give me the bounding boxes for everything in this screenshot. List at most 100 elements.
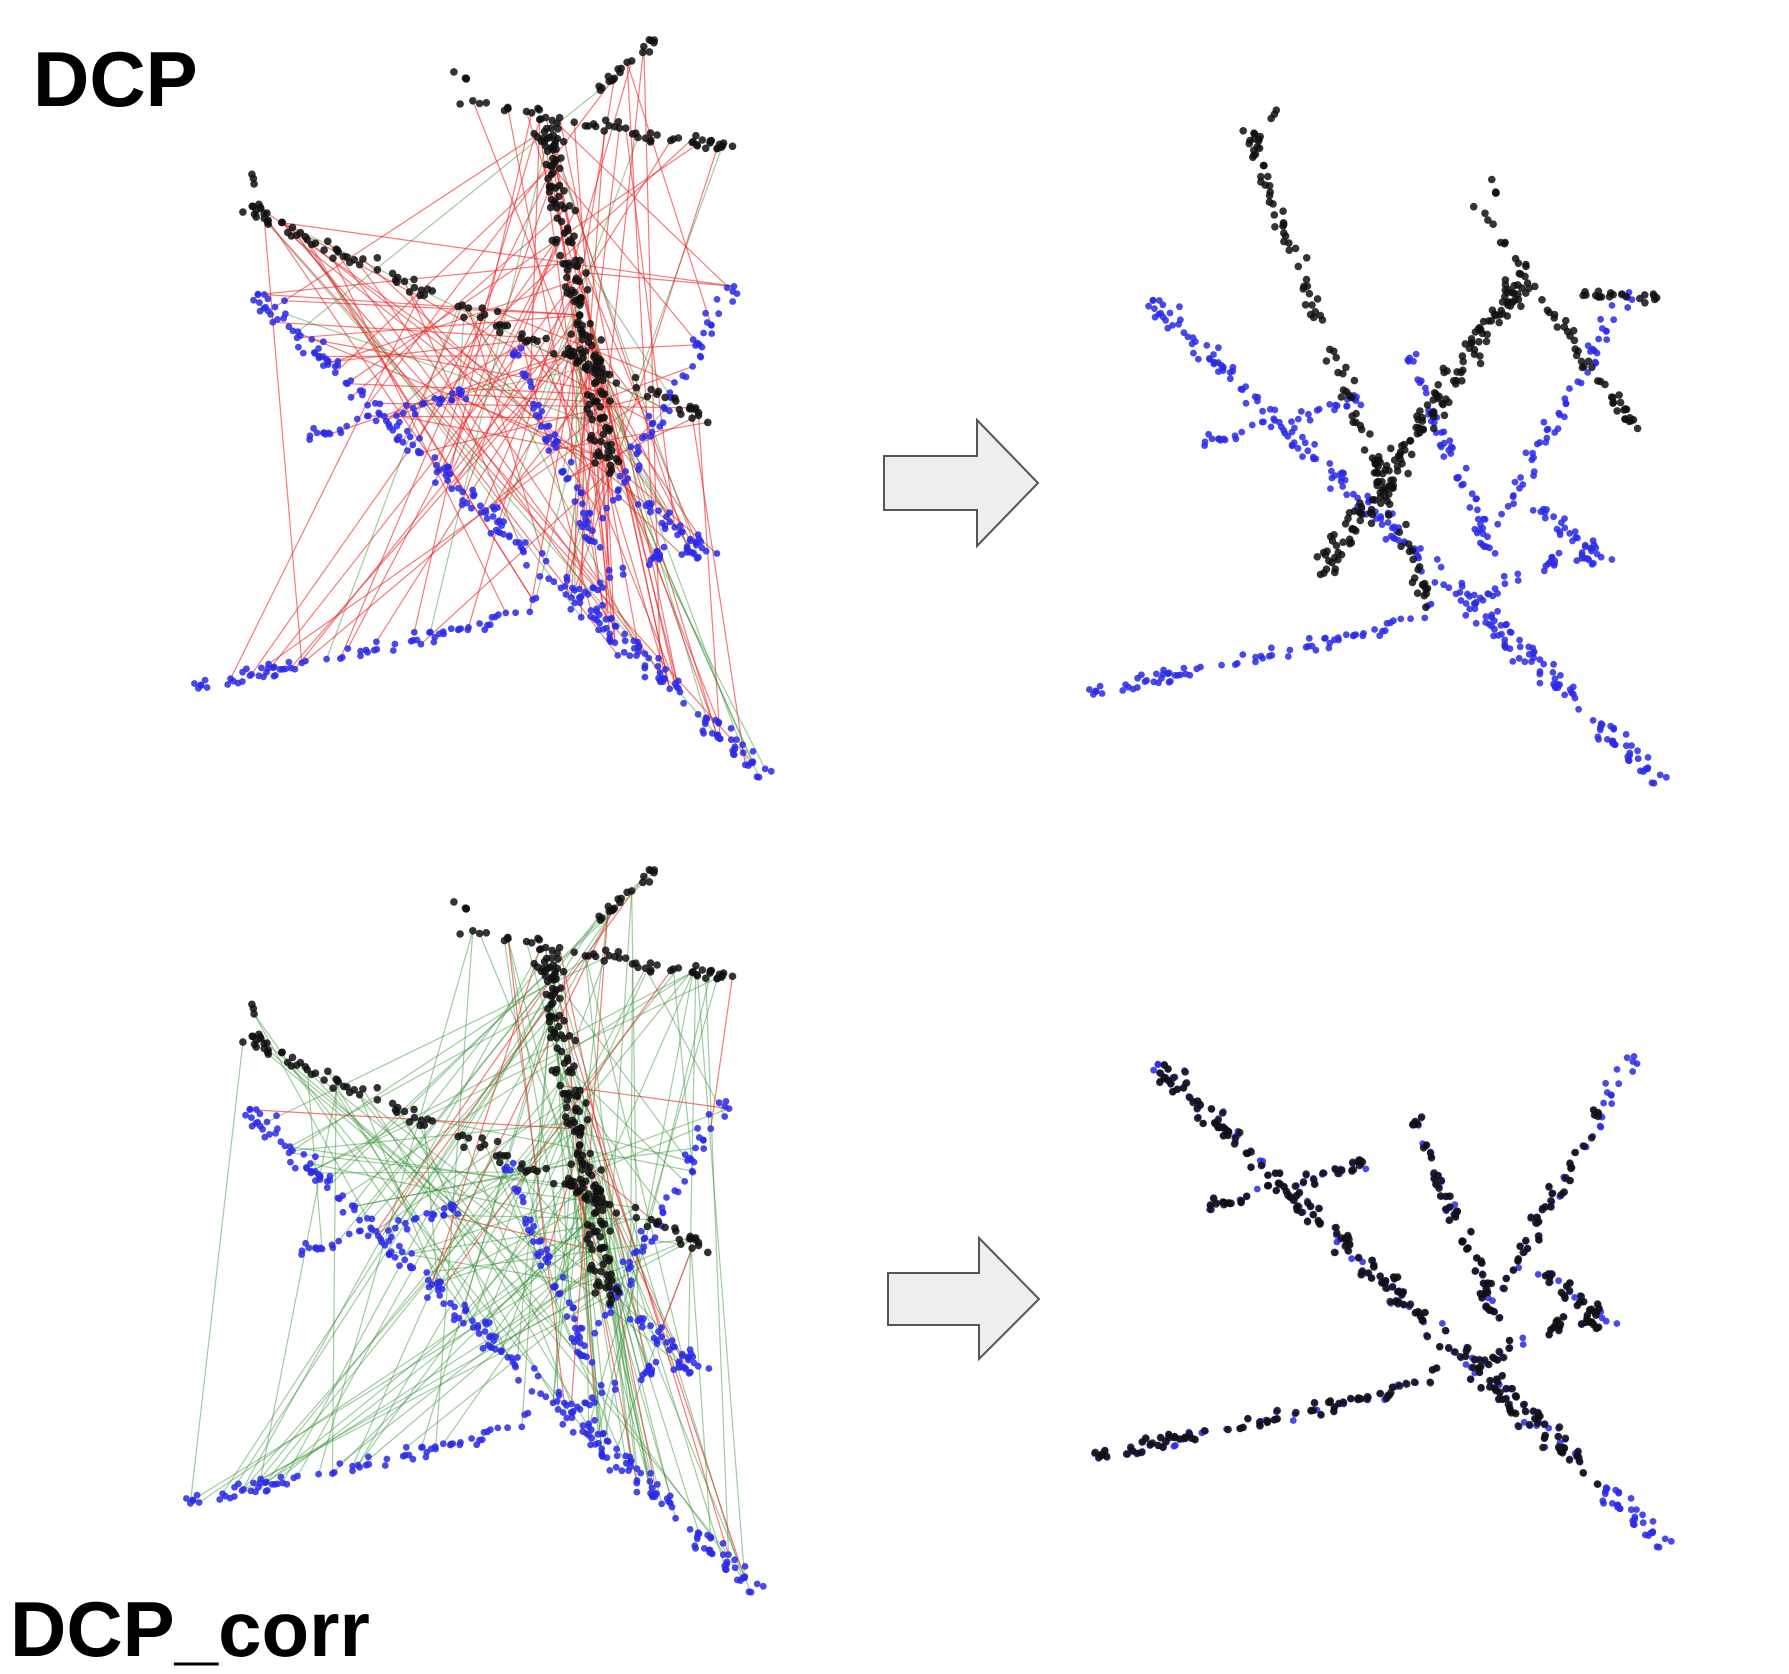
target-point	[1608, 737, 1616, 745]
target-point	[1177, 671, 1184, 679]
target-point	[302, 1239, 309, 1247]
target-point	[363, 412, 371, 420]
target-point	[1395, 536, 1402, 544]
target-point	[571, 1315, 578, 1323]
source-point	[1459, 357, 1467, 366]
source-point	[704, 1248, 712, 1257]
source-point	[1553, 1316, 1562, 1325]
source-point	[1502, 1274, 1510, 1283]
target-point	[1608, 302, 1616, 309]
target-point	[342, 379, 350, 387]
source-point	[249, 174, 258, 183]
target-point	[599, 584, 606, 591]
target-point	[676, 522, 684, 529]
source-point	[1291, 1182, 1300, 1190]
target-point	[1134, 684, 1141, 691]
source-point	[687, 404, 695, 413]
source-point	[355, 260, 364, 269]
source-point	[1191, 1435, 1199, 1444]
target-point	[1362, 1165, 1370, 1173]
target-point	[1417, 545, 1424, 552]
correct-correspondence-line	[394, 907, 615, 1229]
source-point	[1236, 1128, 1244, 1137]
source-point	[1559, 1313, 1568, 1321]
target-point	[1591, 358, 1599, 366]
target-point	[183, 1495, 190, 1502]
source-point	[654, 387, 663, 396]
target-point	[481, 1328, 489, 1335]
source-point	[559, 1090, 567, 1098]
source-point	[574, 1187, 582, 1195]
source-point	[1375, 452, 1383, 461]
source-point	[1330, 1407, 1338, 1415]
target-point	[461, 1301, 469, 1309]
source-point	[1326, 345, 1334, 354]
target-point	[627, 1281, 634, 1288]
source-point	[605, 370, 614, 379]
source-point	[1516, 1242, 1524, 1251]
source-point	[1332, 1223, 1340, 1232]
target-point	[424, 1294, 431, 1301]
source-point	[1214, 1123, 1222, 1132]
target-point	[630, 637, 638, 645]
target-point	[536, 573, 544, 580]
correct-correspondence-line	[339, 1268, 591, 1465]
source-point	[1332, 353, 1340, 362]
source-point	[1445, 398, 1453, 407]
target-point	[562, 591, 570, 598]
target-point	[285, 658, 293, 666]
target-point	[727, 725, 735, 732]
target-point	[1086, 686, 1093, 693]
source-point	[1254, 137, 1263, 145]
target-point	[307, 1160, 314, 1167]
target-point	[672, 1514, 679, 1522]
source-point	[560, 187, 568, 195]
target-point	[1649, 1529, 1656, 1537]
target-point	[519, 1198, 527, 1206]
source-point	[1270, 211, 1279, 219]
target-point	[1488, 622, 1496, 630]
source-point	[1555, 1423, 1564, 1431]
target-point	[666, 389, 674, 397]
source-point	[1588, 363, 1596, 372]
target-point	[1521, 658, 1529, 666]
target-point	[356, 1216, 363, 1224]
correct-correspondence-line	[339, 971, 693, 1200]
source-point	[1495, 1314, 1503, 1322]
target-point	[1421, 614, 1429, 622]
target-point	[611, 1386, 619, 1393]
target-point	[271, 303, 279, 311]
wrong-correspondence-line	[625, 128, 676, 528]
target-point	[1540, 505, 1547, 513]
source-point	[1356, 509, 1364, 517]
target-point	[1335, 636, 1342, 644]
target-point	[315, 354, 323, 362]
source-point	[640, 872, 648, 881]
target-point	[645, 499, 652, 507]
correct-correspondence-line	[552, 146, 699, 558]
source-point	[1360, 446, 1369, 454]
target-point	[410, 404, 417, 412]
target-point	[1172, 1442, 1179, 1449]
target-point	[482, 507, 490, 514]
correct-correspondence-line	[601, 971, 694, 1456]
target-point	[1310, 455, 1317, 463]
source-point	[1322, 565, 1331, 573]
target-point	[425, 1276, 432, 1284]
target-point	[678, 1352, 686, 1360]
target-point	[671, 379, 678, 386]
source-point	[355, 1090, 364, 1099]
target-point	[1171, 672, 1179, 679]
target-point	[611, 622, 619, 630]
source-point	[605, 951, 613, 960]
source-point	[575, 1141, 584, 1149]
target-point	[1500, 572, 1508, 580]
wrong-correspondence-line	[560, 1085, 730, 1110]
target-point	[675, 1358, 683, 1365]
target-point	[266, 1131, 273, 1138]
source-point	[728, 972, 737, 981]
source-point	[548, 984, 557, 993]
source-point	[1299, 1178, 1308, 1186]
source-point	[527, 109, 536, 117]
source-point	[1458, 377, 1466, 385]
